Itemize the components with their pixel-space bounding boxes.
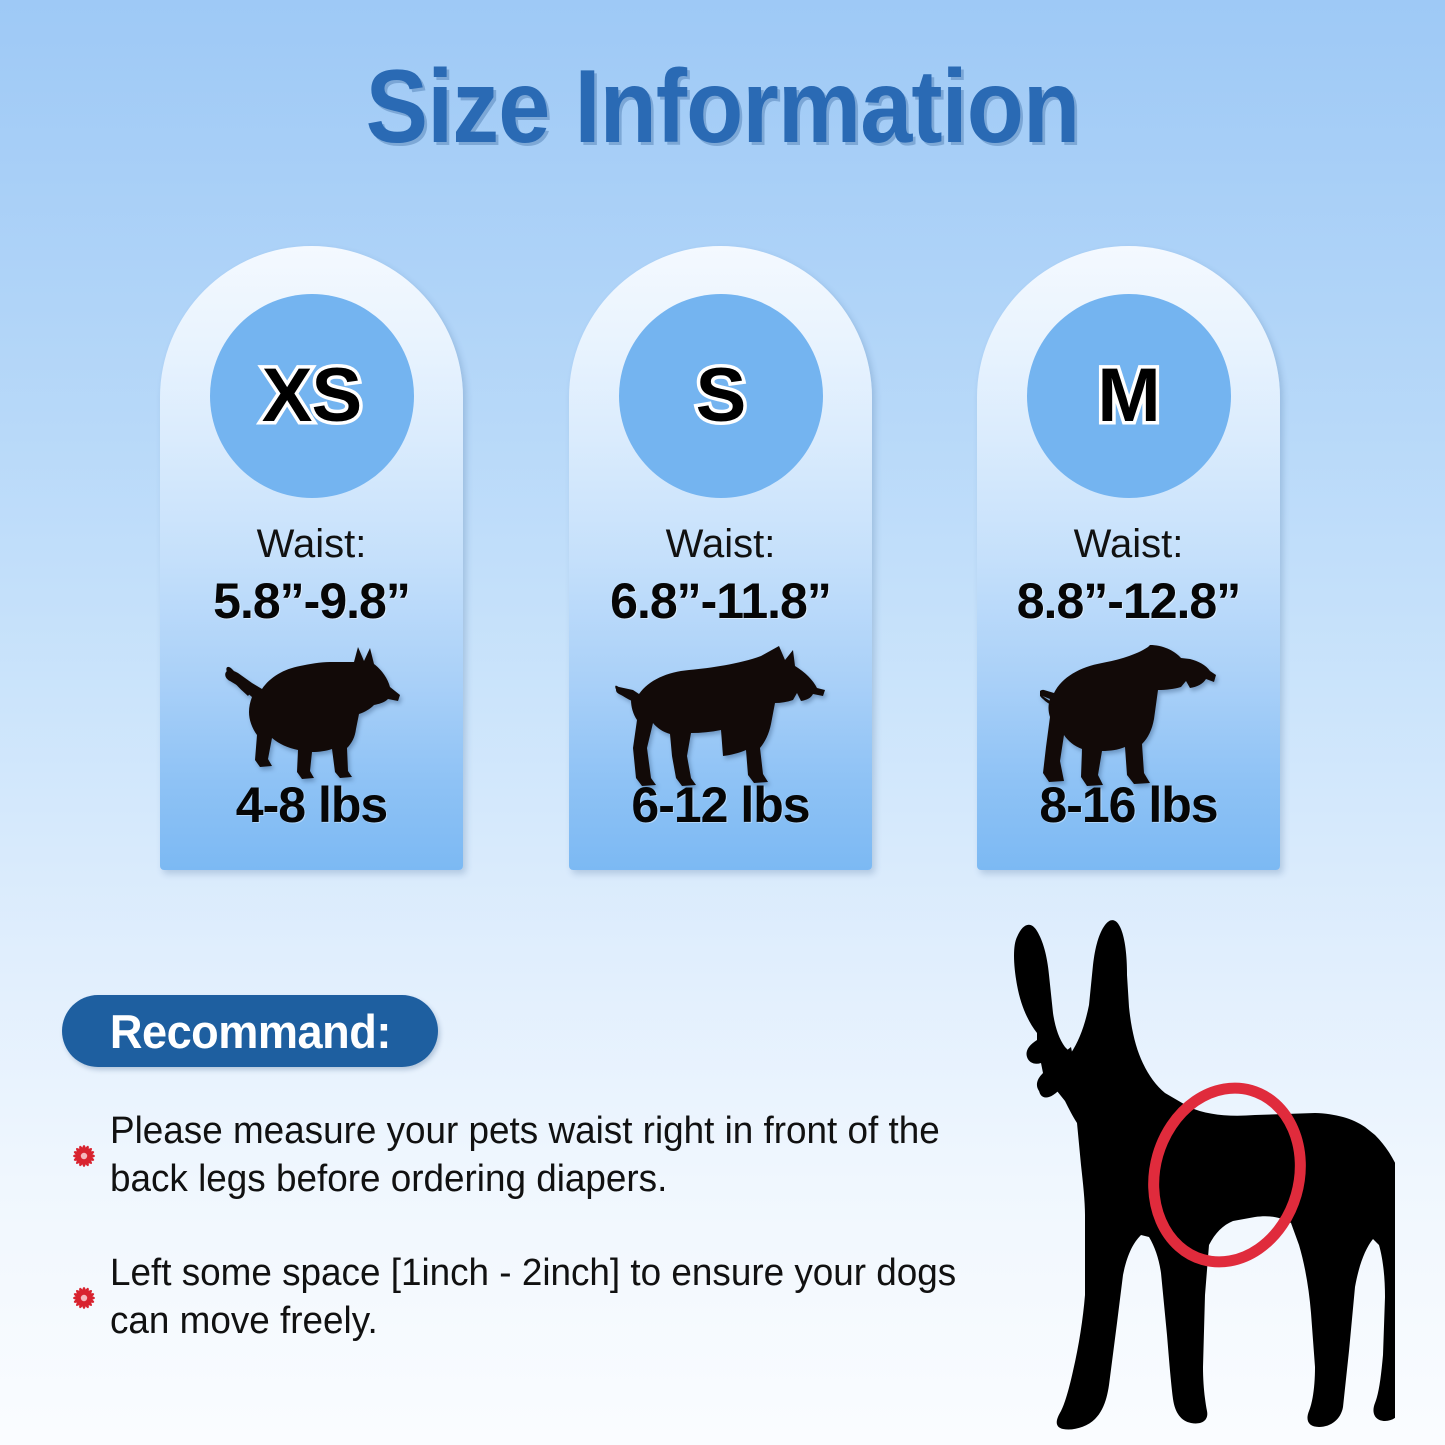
list-item-text: Left some space [1inch - 2inch] to ensur…	[110, 1251, 957, 1342]
waist-range-value: 5.8”-9.8”	[213, 573, 411, 629]
list-item: Please measure your pets waist right in …	[58, 1108, 988, 1204]
waist-range-value: 6.8”-11.8”	[610, 573, 832, 629]
labrador-silhouette-icon	[977, 632, 1280, 796]
size-badge: M	[1026, 294, 1231, 498]
starburst-bullet-icon	[58, 1138, 110, 1174]
list-item: Left some space [1inch - 2inch] to ensur…	[58, 1250, 988, 1346]
size-badge: XS	[209, 294, 414, 498]
size-card-m[interactable]: M Waist: 8.8”-12.8” 8-16 lbs	[977, 246, 1280, 870]
size-badge-label: M	[1094, 353, 1164, 438]
shepherd-silhouette-icon	[569, 632, 872, 796]
weight-range-value: 8-16 lbs	[1039, 777, 1218, 833]
size-badge-label: S	[692, 353, 750, 438]
chihuahua-body-silhouette	[1014, 920, 1395, 1430]
weight-range-value: 6-12 lbs	[631, 777, 810, 833]
recommend-list: Please measure your pets waist right in …	[58, 1108, 988, 1392]
waist-label: Waist:	[1073, 522, 1184, 566]
size-badge-label: XS	[258, 353, 365, 438]
recommend-heading-badge: Recommand:	[62, 995, 438, 1067]
chihuahua-waist-measure-illustration	[955, 915, 1395, 1435]
chihuahua-silhouette-icon	[160, 632, 463, 796]
waist-label: Waist:	[256, 522, 367, 566]
page-title: Size Information	[365, 49, 1081, 165]
waist-measure-ring	[1148, 1082, 1306, 1268]
size-card-s[interactable]: S Waist: 6.8”-11.8” 6-12 lbs	[569, 246, 872, 870]
size-badge: S	[618, 294, 823, 498]
size-cards-group: XS Waist: 5.8”-9.8” 4-8 lbs S Waist: 6.8…	[0, 246, 1445, 876]
list-item-text: Please measure your pets waist right in …	[110, 1110, 940, 1200]
starburst-bullet-icon	[58, 1280, 110, 1316]
size-card-xs[interactable]: XS Waist: 5.8”-9.8” 4-8 lbs	[160, 246, 463, 870]
weight-range-value: 4-8 lbs	[235, 777, 388, 833]
waist-range-value: 8.8”-12.8”	[1016, 573, 1241, 629]
waist-label: Waist:	[665, 522, 776, 566]
chihuahua-muzzle-silhouette	[1039, 1047, 1075, 1098]
recommend-heading-label: Recommand:	[109, 1004, 391, 1058]
